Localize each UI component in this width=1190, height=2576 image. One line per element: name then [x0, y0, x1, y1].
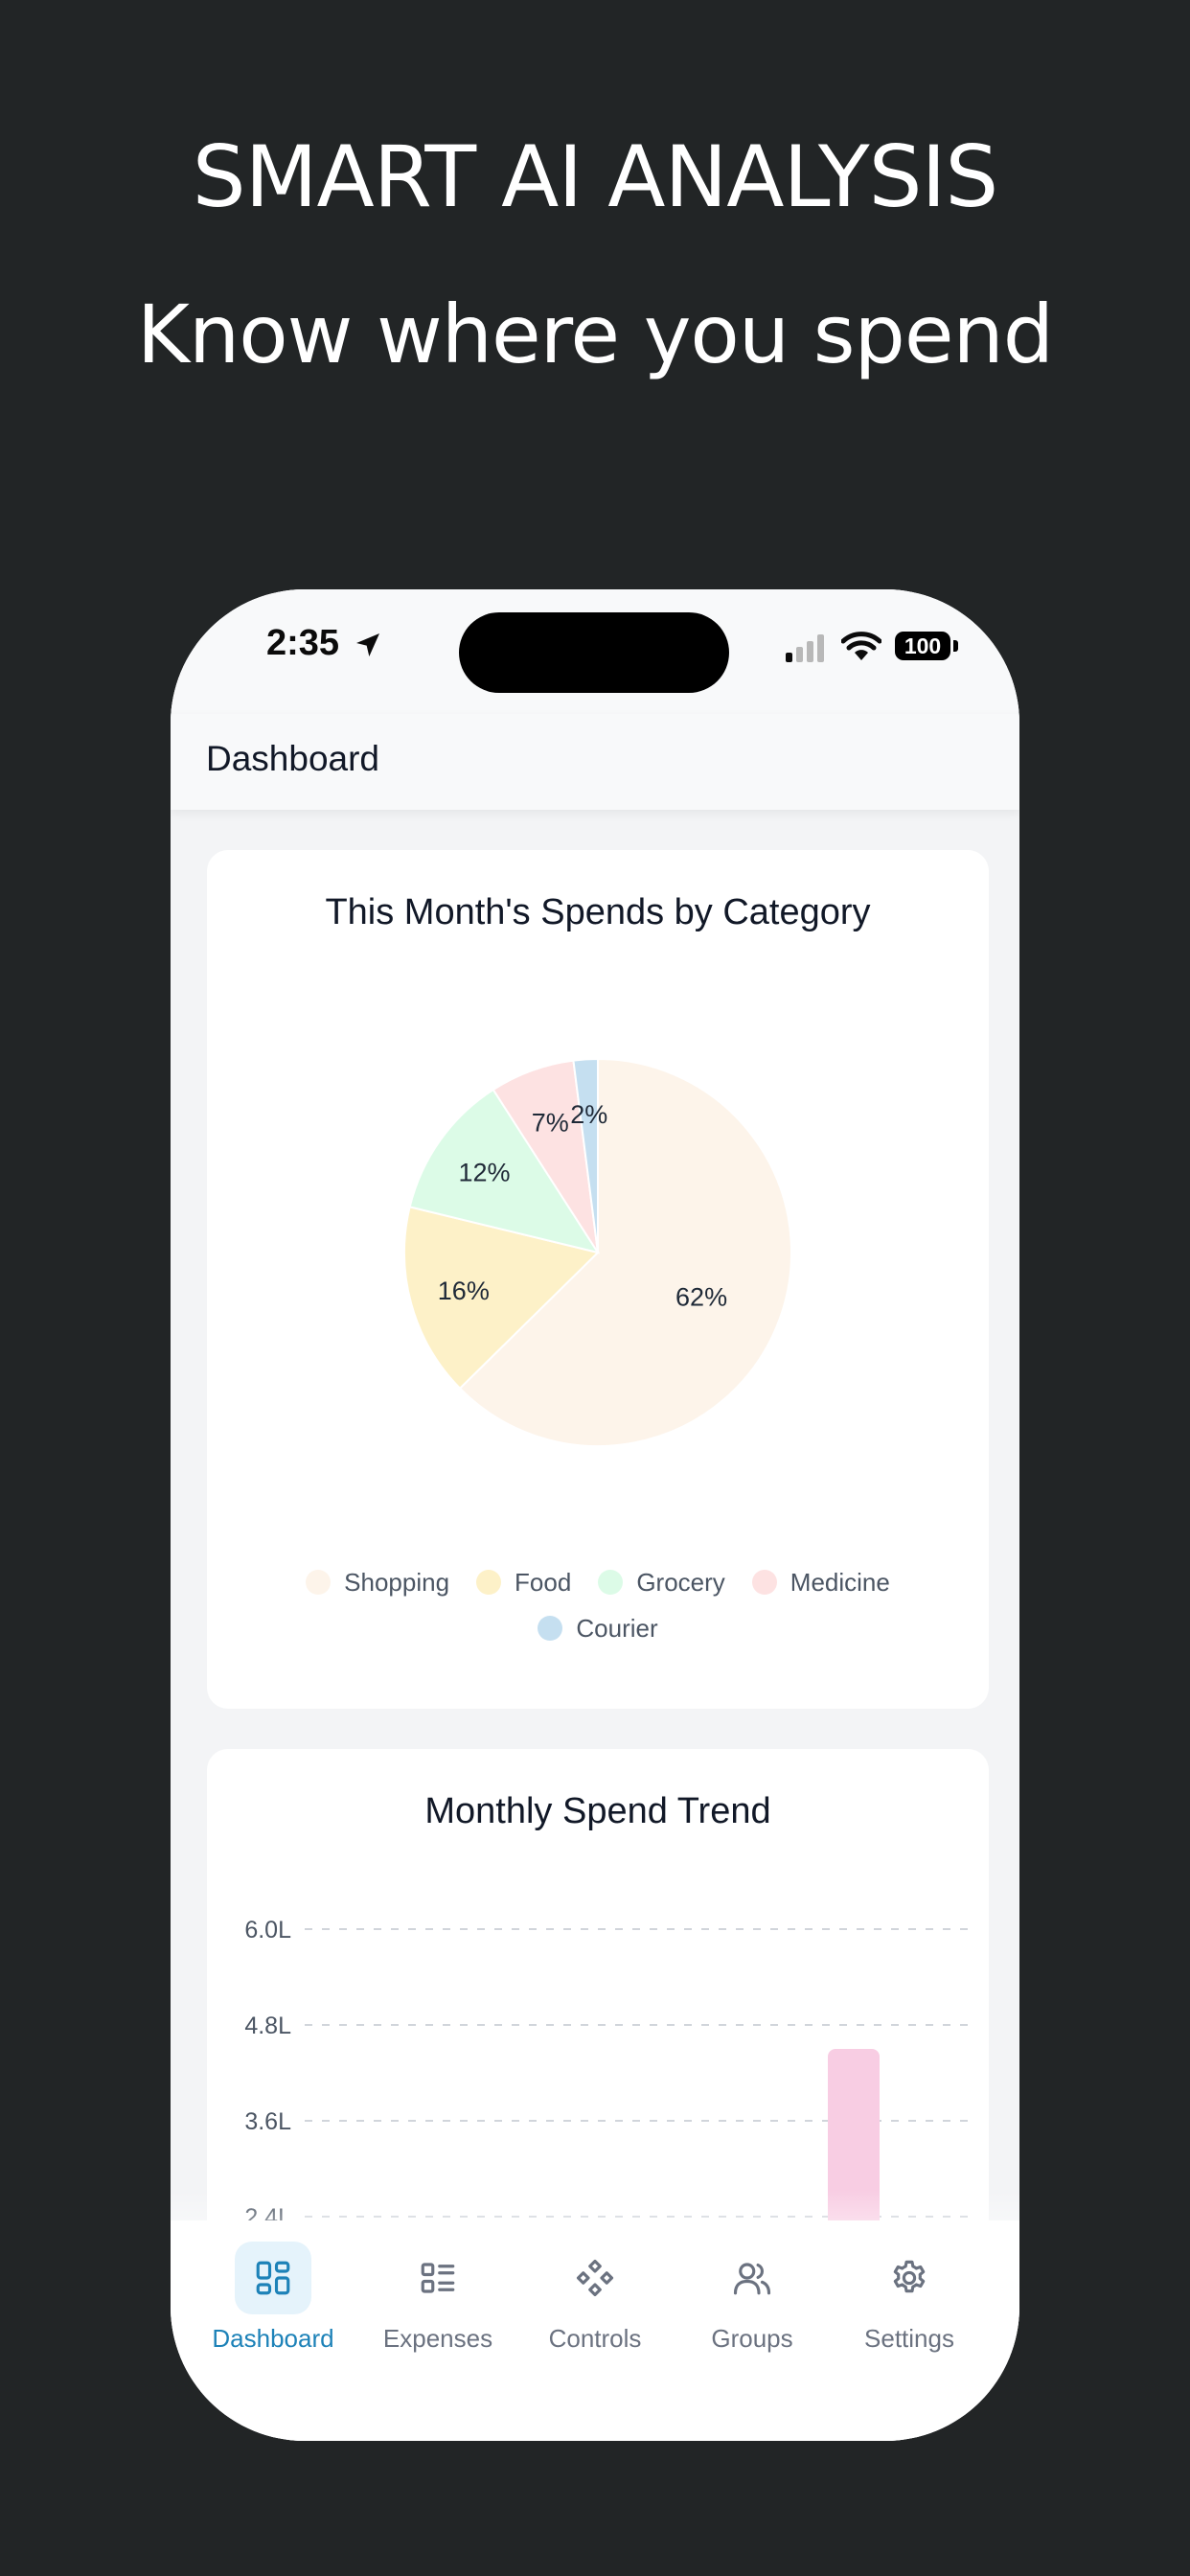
- tab-label: Expenses: [382, 2324, 493, 2353]
- cellular-signal-icon: [786, 634, 824, 662]
- pie-data-label: 12%: [459, 1159, 511, 1187]
- category-spend-card: This Month's Spends by Category 62% 16% 12…: [207, 850, 989, 1709]
- pie-slice-food: [403, 1206, 600, 1391]
- y-tick-label: 4.8L: [244, 2012, 291, 2039]
- pie-data-label: 7%: [532, 1108, 569, 1137]
- trend-chart-title: Monthly Spend Trend: [424, 1791, 771, 1831]
- dynamic-island: [459, 612, 729, 693]
- legend-swatch: [538, 1616, 563, 1641]
- tab-label: Dashboard: [212, 2324, 334, 2353]
- tab-label: Groups: [711, 2324, 793, 2353]
- battery-tip: [953, 640, 958, 652]
- legend-label: Courier: [576, 1613, 658, 1643]
- phone-frame: 2:35 100 Dashboard Thi: [171, 589, 1019, 2441]
- controls-diamond-icon: [557, 2242, 633, 2314]
- legend-item-shopping[interactable]: Shopping: [306, 1568, 449, 1598]
- legend-item-medicine[interactable]: Medicine: [751, 1567, 890, 1598]
- bottom-tab-bar: Dashboard Expenses: [171, 2220, 1019, 2441]
- pie-legend: Shopping Food Grocery Medicine Courier: [207, 1559, 989, 1651]
- expenses-list-icon: [400, 2242, 476, 2314]
- page-title: Dashboard: [206, 739, 380, 778]
- location-arrow-icon: [356, 633, 379, 656]
- app-header: Dashboard: [171, 714, 1019, 810]
- tab-groups[interactable]: Groups: [674, 2242, 831, 2354]
- settings-gear-icon: [871, 2242, 948, 2314]
- hero-title: SMART AI ANALYSIS: [192, 127, 999, 226]
- y-tick-label: 6.0L: [244, 1917, 291, 1944]
- y-tick-label: 3.6L: [244, 2108, 291, 2135]
- groups-people-icon: [714, 2242, 790, 2314]
- dashboard-grid-icon: [235, 2242, 311, 2314]
- legend-item-grocery[interactable]: Grocery: [598, 1567, 725, 1598]
- legend-label: Grocery: [636, 1567, 725, 1597]
- tab-controls[interactable]: Controls: [516, 2242, 674, 2354]
- app-screen: 2:35 100 Dashboard Thi: [171, 589, 1019, 2441]
- legend-swatch: [476, 1570, 502, 1595]
- tab-expenses[interactable]: Expenses: [359, 2242, 516, 2354]
- legend-row: Shopping Food Grocery Medicine: [207, 1559, 989, 1605]
- tab-label: Settings: [864, 2324, 954, 2353]
- legend-item-courier[interactable]: Courier: [538, 1613, 658, 1644]
- legend-swatch: [306, 1570, 332, 1595]
- pie-data-label: 2%: [570, 1100, 607, 1129]
- status-time: 2:35: [266, 623, 340, 663]
- pie-chart-title: This Month's Spends by Category: [325, 892, 871, 932]
- legend-label: Medicine: [790, 1567, 890, 1597]
- legend-label: Food: [515, 1567, 572, 1597]
- hero-subtitle: Know where you spend: [136, 288, 1054, 381]
- battery-icon: 100: [895, 632, 950, 660]
- pie-data-label: 16%: [438, 1276, 490, 1305]
- pie-chart: 62% 16% 12% 7% 2%: [403, 1057, 792, 1447]
- tab-dashboard[interactable]: Dashboard: [195, 2242, 352, 2354]
- pie-data-label: 62%: [675, 1282, 727, 1311]
- tab-label: Controls: [548, 2324, 642, 2353]
- pie-slice-shopping: [458, 1057, 792, 1447]
- pie-slice-courier: [572, 1057, 599, 1254]
- status-bar: 2:35 100: [171, 589, 1019, 714]
- pie-slice-grocery: [408, 1088, 601, 1254]
- legend-row: Courier: [207, 1605, 989, 1651]
- legend-swatch: [598, 1570, 624, 1595]
- legend-item-food[interactable]: Food: [476, 1568, 571, 1598]
- hero-section: SMART AI ANALYSIS Know where you spend: [0, 125, 1190, 387]
- legend-swatch: [751, 1570, 777, 1595]
- legend-label: Shopping: [344, 1567, 450, 1597]
- wifi-icon: [841, 632, 881, 660]
- tab-settings[interactable]: Settings: [831, 2242, 988, 2354]
